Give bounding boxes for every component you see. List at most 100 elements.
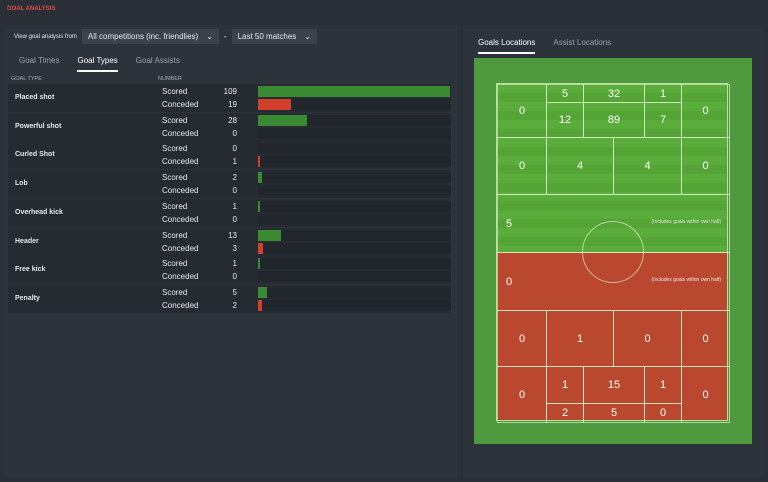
tab-goal-times[interactable]: Goal Times xyxy=(19,56,60,65)
zone-value: 7 xyxy=(659,114,667,126)
scored-track xyxy=(258,114,451,126)
zone-goal-count: 5 xyxy=(546,84,584,103)
scored-line: Scored 5 xyxy=(158,286,451,299)
goal-type-name: Penalty xyxy=(15,294,40,302)
zone-value: 0 xyxy=(702,332,709,345)
zone-value: 5 xyxy=(561,87,569,100)
scored-count: 0 xyxy=(232,144,237,154)
scored-line: Scored 2 xyxy=(158,171,451,184)
tab-goals-locations[interactable]: Goals Locations xyxy=(478,38,536,54)
scored-bar xyxy=(258,258,260,270)
zone-goal-count: 0 xyxy=(681,137,730,195)
zone-value: 0 xyxy=(518,160,526,172)
scored-bar xyxy=(258,114,308,126)
zone-value: 12 xyxy=(558,114,572,126)
goal-type-row: Overhead kick Scored 1 Conceded 0 xyxy=(8,198,451,227)
goal-type-row: Placed shot Scored 109 Conceded 19 xyxy=(8,84,451,112)
scored-line: Scored 1 xyxy=(158,200,451,213)
goal-type-name: Free kick xyxy=(15,266,46,274)
zone-goal-count: 7 xyxy=(644,102,682,138)
conceded-bar xyxy=(258,156,260,168)
conceded-line: Conceded 0 xyxy=(158,127,451,140)
zone-value: 0 xyxy=(518,332,526,345)
conceded-line: Conceded 1 xyxy=(158,155,451,168)
conceded-count: 0 xyxy=(232,272,237,282)
scored-label: Scored xyxy=(162,230,188,240)
conceded-track xyxy=(258,99,451,110)
conceded-line: Conceded 19 xyxy=(158,98,451,111)
zone-goal-count: 4 xyxy=(546,137,614,195)
goal-type-name: Curled Shot xyxy=(15,151,55,159)
conceded-track xyxy=(258,299,451,311)
zone-value: 2 xyxy=(561,407,569,419)
conceded-label: Conceded xyxy=(162,272,199,282)
zone-value: 1 xyxy=(576,332,584,345)
conceded-count: 3 xyxy=(232,243,237,253)
conceded-label: Conceded xyxy=(162,243,199,253)
conceded-bar xyxy=(258,99,292,110)
goal-type-row: Lob Scored 2 Conceded 0 xyxy=(8,170,451,199)
goal-type-name: Placed shot xyxy=(15,94,55,101)
scored-label: Scored xyxy=(162,259,188,269)
tab-goal-assists[interactable]: Goal Assists xyxy=(135,56,180,65)
scored-track xyxy=(258,258,451,270)
conceded-count: 0 xyxy=(232,128,237,138)
conceded-track xyxy=(258,185,451,197)
goal-types-panel: View goal analysis from All competitions… xyxy=(4,25,458,478)
scored-line: Scored 0 xyxy=(158,142,451,155)
zone-goal-count: 1 xyxy=(546,310,614,367)
zone-goal-count: 0 xyxy=(497,366,547,423)
scored-track xyxy=(258,86,451,97)
scored-bar xyxy=(258,229,281,241)
locations-panel: Goals Locations Assist Locations 0 5 32 1 0 1… xyxy=(463,25,764,478)
scored-label: Scored xyxy=(162,144,188,154)
conceded-count: 1 xyxy=(232,157,237,167)
conceded-bar xyxy=(258,299,262,311)
zone-value: 0 xyxy=(702,160,709,172)
zone-goal-count: 2 xyxy=(546,403,584,423)
conceded-line: Conceded 3 xyxy=(158,242,451,255)
zone-value: 0 xyxy=(518,105,526,117)
conceded-label: Conceded xyxy=(162,128,199,138)
scored-track xyxy=(258,200,451,212)
zone-goal-count: 0 xyxy=(613,310,682,367)
conceded-label: Conceded xyxy=(162,157,199,167)
zone-value: 4 xyxy=(576,160,584,172)
zone-value: 0 xyxy=(659,407,667,419)
conceded-count: 2 xyxy=(232,300,237,310)
zone-value: 5 xyxy=(610,407,618,419)
scored-bar xyxy=(258,86,450,97)
conceded-track xyxy=(258,213,451,225)
range-dropdown[interactable]: Last 50 matches ⌄ xyxy=(231,29,317,44)
scored-count: 5 xyxy=(232,287,237,297)
scored-line: Scored 28 xyxy=(158,114,451,127)
own-half-note: (Includes goals within own half) xyxy=(651,219,721,225)
zone-goal-count: 4 xyxy=(613,137,682,195)
conceded-count: 0 xyxy=(232,186,237,196)
tab-goal-types[interactable]: Goal Types xyxy=(77,56,118,72)
scored-bar xyxy=(258,200,260,212)
zone-value: 0 xyxy=(518,388,526,401)
scored-count: 1 xyxy=(232,259,237,269)
scored-bar xyxy=(258,172,262,184)
pitch: 0 5 32 1 0 12 89 7 0 4 4 0 5 0 0 1 0 0 0 1 15 1 0 2 5 0 (Includes … xyxy=(496,83,730,423)
zone-goal-count: 0 xyxy=(497,84,547,138)
tab-assist-locations[interactable]: Assist Locations xyxy=(553,38,612,47)
chevron-down-icon: ⌄ xyxy=(304,32,311,41)
goal-type-row: Free kick Scored 1 Conceded 0 xyxy=(8,256,451,285)
goal-type-header: GOAL TYPE xyxy=(11,76,42,82)
scored-count: 2 xyxy=(232,173,237,183)
goal-type-row: Penalty Scored 5 Conceded 2 xyxy=(8,284,451,313)
scored-count: 28 xyxy=(228,115,237,125)
zone-goal-count: 32 xyxy=(583,84,645,103)
conceded-line: Conceded 0 xyxy=(158,184,451,197)
zone-value: 32 xyxy=(607,87,621,100)
zone-value: 1 xyxy=(659,379,667,391)
scored-label: Scored xyxy=(162,173,188,183)
conceded-count: 19 xyxy=(228,100,237,109)
competition-dropdown[interactable]: All competitions (inc. friendlies) ⌄ xyxy=(81,29,219,44)
conceded-line: Conceded 0 xyxy=(158,213,451,226)
zone-goal-count: 12 xyxy=(546,102,584,138)
zone-value: 15 xyxy=(607,379,621,391)
number-header: NUMBER xyxy=(158,76,182,82)
